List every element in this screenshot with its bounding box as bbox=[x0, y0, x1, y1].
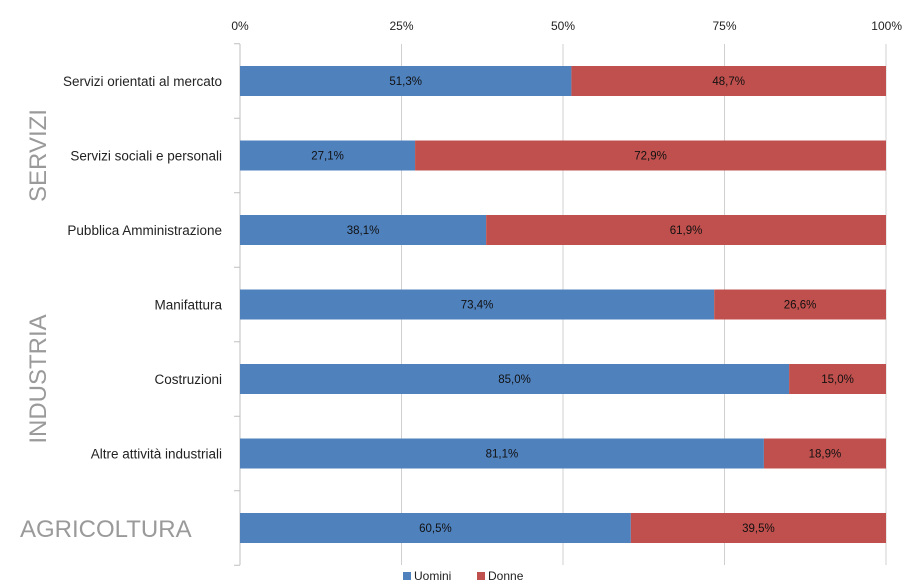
category-label: Costruzioni bbox=[154, 372, 222, 387]
x-tick-label: 100% bbox=[871, 19, 902, 33]
x-tick-label: 75% bbox=[712, 19, 736, 33]
category-label: Altre attività industriali bbox=[91, 447, 222, 462]
bar-donne bbox=[714, 289, 886, 320]
legend-label: Uomini bbox=[414, 569, 451, 583]
x-tick-label: 50% bbox=[551, 19, 575, 33]
bar-uomini bbox=[240, 140, 416, 171]
bar-donne bbox=[571, 66, 886, 96]
bar-value-label: 48,7% bbox=[712, 76, 745, 88]
category-label: Servizi sociali e personali bbox=[70, 149, 222, 164]
bar-uomini bbox=[240, 289, 715, 320]
bar-value-label: 26,6% bbox=[784, 300, 817, 312]
bar-value-label: 81,1% bbox=[486, 449, 519, 461]
category-label: Servizi orientati al mercato bbox=[63, 74, 222, 89]
bars: 51,3% 48,7% 27,1% 72,9% 38,1% 61,9% 73,4% 26,6%… bbox=[240, 66, 886, 543]
category-labels: Servizi orientati al mercato Servizi soci… bbox=[63, 74, 223, 462]
group-labels: SERVIZI INDUSTRIA AGRICOLTURA bbox=[20, 109, 192, 543]
bar-value-label: 51,3% bbox=[389, 76, 422, 88]
bar-donne bbox=[789, 364, 886, 394]
bar-value-label: 60,5% bbox=[419, 523, 452, 535]
bar-donne bbox=[630, 513, 886, 543]
group-label: SERVIZI bbox=[25, 109, 52, 202]
bar-value-label: 61,9% bbox=[670, 225, 703, 237]
legend: Uomini Donne bbox=[403, 569, 524, 583]
bar-donne bbox=[763, 438, 886, 469]
bar-value-label: 38,1% bbox=[347, 225, 380, 237]
bar-uomini bbox=[240, 513, 631, 543]
x-tick-label: 0% bbox=[231, 19, 249, 33]
bar-value-label: 39,5% bbox=[742, 523, 775, 535]
bar-value-label: 72,9% bbox=[634, 151, 667, 163]
x-axis-tick-labels: 0% 25% 50% 75% 100% bbox=[231, 19, 902, 33]
category-label: Manifattura bbox=[154, 298, 222, 313]
bar-uomini bbox=[240, 215, 487, 245]
bar-value-label: 15,0% bbox=[821, 374, 854, 386]
category-label: Pubblica Amministrazione bbox=[67, 223, 222, 238]
bar-donne bbox=[415, 140, 886, 171]
legend-swatch-donne bbox=[477, 572, 485, 580]
legend-label: Donne bbox=[488, 569, 524, 583]
bar-value-label: 73,4% bbox=[461, 300, 494, 312]
bar-uomini bbox=[240, 364, 790, 394]
legend-swatch-uomini bbox=[403, 572, 411, 580]
bar-value-label: 27,1% bbox=[311, 151, 344, 163]
group-label: AGRICOLTURA bbox=[20, 516, 192, 543]
bar-value-label: 85,0% bbox=[498, 374, 531, 386]
bar-uomini bbox=[240, 438, 764, 469]
bar-value-label: 18,9% bbox=[809, 449, 842, 461]
bar-uomini bbox=[240, 66, 572, 96]
y-axis bbox=[234, 43, 241, 566]
group-label: INDUSTRIA bbox=[25, 314, 52, 443]
bar-donne bbox=[486, 215, 886, 245]
x-tick-label: 25% bbox=[389, 19, 413, 33]
